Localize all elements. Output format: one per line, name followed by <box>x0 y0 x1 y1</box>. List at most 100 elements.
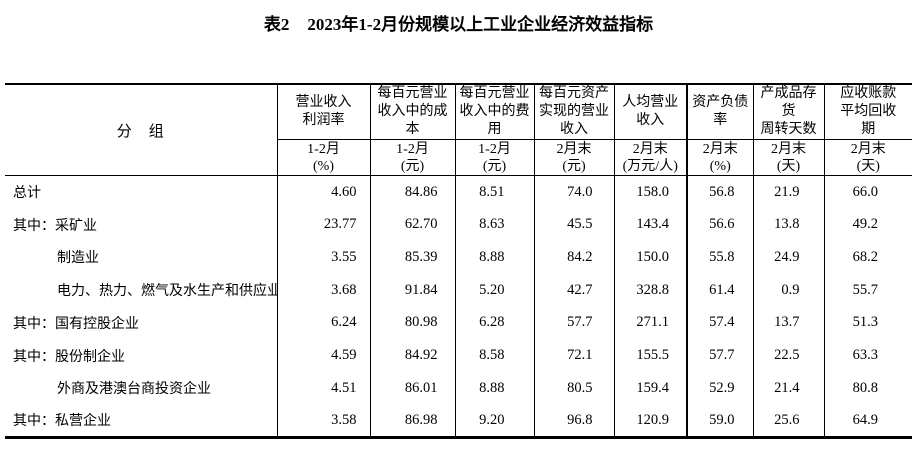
value-cell: 57.7 <box>686 339 753 372</box>
value-cell: 8.88 <box>454 372 534 405</box>
value-cell: 49.2 <box>823 208 912 241</box>
unit-cell: 2月末 (天) <box>823 139 912 176</box>
unit-label: (元) <box>482 158 507 174</box>
value-cell: 159.4 <box>613 372 687 405</box>
value-cell: 80.5 <box>533 372 614 405</box>
value-cell: 9.20 <box>454 404 534 438</box>
table-row: 外商及港澳台商投资企业 4.51 86.01 8.88 80.5 159.4 52.9 21.… <box>5 372 912 405</box>
value-cell: 84.2 <box>533 241 614 274</box>
value-cell: 66.0 <box>823 175 912 209</box>
period-label: 1-2月 <box>396 141 429 157</box>
value-cell: 57.4 <box>686 306 753 340</box>
value-cell: 0.9 <box>752 273 824 307</box>
unit-label: (%) <box>313 158 334 174</box>
value-cell: 42.7 <box>533 273 614 307</box>
value-cell: 155.5 <box>613 339 687 372</box>
value-cell: 24.9 <box>752 241 824 274</box>
column-header-revenue-per-asset: 每百元资产 实现的营业 收入 <box>533 84 614 140</box>
table-row: 其中：股份制企业 4.59 84.92 8.58 72.1 155.5 57.7 22.5 63… <box>5 339 912 372</box>
page-title-prefix: 表2 <box>263 15 290 34</box>
column-header-expense-per-100: 每百元营业 收入中的费 用 <box>454 84 534 140</box>
column-header-cost-per-100: 每百元营业 收入中的成 本 <box>369 84 455 140</box>
value-cell: 271.1 <box>613 306 687 340</box>
period-label: 2月末 <box>556 141 592 157</box>
value-cell: 68.2 <box>823 241 912 274</box>
table-row: 电力、热力、燃气及水生产和供应业 3.68 91.84 5.20 42.7 328.8 61… <box>5 273 912 307</box>
page-title-text: 2023年1-2月份规模以上工业企业经济效益指标 <box>307 15 654 34</box>
value-cell: 72.1 <box>533 339 614 372</box>
unit-label: (天) <box>856 158 880 174</box>
row-label: 其中：股份制企业 <box>13 349 125 365</box>
value-cell: 22.5 <box>752 339 824 372</box>
value-cell: 6.24 <box>276 306 370 340</box>
period-label: 2月末 <box>850 141 886 157</box>
column-header-debt-ratio: 资产负债 率 <box>686 84 753 140</box>
value-cell: 4.59 <box>276 339 370 372</box>
header-row-titles: 分 组 营业收入 利润率 每百元营业 收入中的成 本 每百元营业 收入中的费 用… <box>5 84 912 176</box>
value-cell: 150.0 <box>613 241 687 274</box>
value-cell: 21.9 <box>752 175 824 209</box>
unit-label: (元) <box>400 158 425 174</box>
unit-label: (元) <box>562 158 586 174</box>
row-label: 其中：采矿业 <box>13 218 97 234</box>
value-cell: 80.98 <box>369 306 455 340</box>
value-cell: 3.58 <box>276 404 370 438</box>
value-cell: 52.9 <box>686 372 753 405</box>
value-cell: 158.0 <box>613 175 687 209</box>
period-label: 2月末 <box>771 141 806 157</box>
value-cell: 59.0 <box>686 404 753 438</box>
value-cell: 4.60 <box>276 175 370 209</box>
table-row: 其中：私营企业 3.58 86.98 9.20 96.8 120.9 59.0 25.6 64.… <box>5 404 912 438</box>
value-cell: 21.4 <box>752 372 824 405</box>
period-label: 1-2月 <box>478 141 511 157</box>
unit-label: (天) <box>776 158 801 174</box>
table-row: 其中：采矿业 23.77 62.70 8.63 45.5 143.4 56.6 13.8 49.… <box>5 208 912 241</box>
value-cell: 55.8 <box>686 241 753 274</box>
value-cell: 56.6 <box>686 208 753 241</box>
group-column-header: 分 组 <box>5 84 277 176</box>
value-cell: 8.88 <box>454 241 534 274</box>
row-label: 总计 <box>13 186 41 202</box>
unit-label: (%) <box>709 158 731 174</box>
value-cell: 86.01 <box>369 372 455 405</box>
value-cell: 6.28 <box>454 306 534 340</box>
unit-cell: 2月末 (元) <box>533 139 614 176</box>
period-label: 2月末 <box>702 141 738 157</box>
value-cell: 84.86 <box>369 175 455 209</box>
unit-cell: 2月末 (天) <box>752 139 824 176</box>
unit-cell: 2月末 (万元/人) <box>613 139 687 176</box>
unit-cell: 1-2月 (元) <box>369 139 455 176</box>
value-cell: 51.3 <box>823 306 912 340</box>
value-cell: 3.68 <box>276 273 370 307</box>
row-label: 其中：国有控股企业 <box>13 316 139 332</box>
row-label: 外商及港澳台商投资企业 <box>57 382 211 398</box>
value-cell: 86.98 <box>369 404 455 438</box>
value-cell: 3.55 <box>276 241 370 274</box>
value-cell: 25.6 <box>752 404 824 438</box>
column-header-profit-margin: 营业收入 利润率 <box>276 84 370 140</box>
value-cell: 57.7 <box>533 306 614 340</box>
value-cell: 55.7 <box>823 273 912 307</box>
value-cell: 56.8 <box>686 175 753 209</box>
table-body: 总计 4.60 84.86 8.51 74.0 158.0 56.8 21.9 66.0 其中：采… <box>5 175 912 438</box>
value-cell: 85.39 <box>369 241 455 274</box>
value-cell: 13.7 <box>752 306 824 340</box>
table-row: 制造业 3.55 85.39 8.88 84.2 150.0 55.8 24.9 68.2 <box>5 241 912 274</box>
value-cell: 5.20 <box>454 273 534 307</box>
value-cell: 62.70 <box>369 208 455 241</box>
value-cell: 64.9 <box>823 404 912 438</box>
table-row: 总计 4.60 84.86 8.51 74.0 158.0 56.8 21.9 66.0 <box>5 175 912 209</box>
value-cell: 13.8 <box>752 208 824 241</box>
value-cell: 61.4 <box>686 273 753 307</box>
value-cell: 45.5 <box>533 208 614 241</box>
unit-label: (万元/人) <box>622 158 678 174</box>
column-header-revenue-per-capita: 人均营业 收入 <box>613 84 687 140</box>
table-header: 分 组 营业收入 利润率 每百元营业 收入中的成 本 每百元营业 收入中的费 用… <box>5 84 912 176</box>
value-cell: 74.0 <box>533 175 614 209</box>
value-cell: 143.4 <box>613 208 687 241</box>
row-label: 其中：私营企业 <box>13 414 111 430</box>
page-title: 表2 2023年1-2月份规模以上工业企业经济效益指标 <box>0 13 917 36</box>
value-cell: 328.8 <box>613 273 687 307</box>
column-header-receivables-period: 应收账款 平均回收 期 <box>823 84 912 140</box>
row-label: 制造业 <box>57 251 99 267</box>
